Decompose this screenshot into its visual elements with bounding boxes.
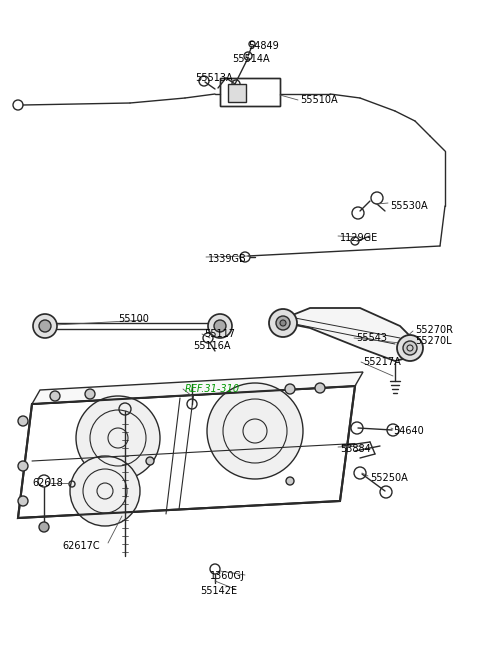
Text: REF.31-310: REF.31-310 xyxy=(185,384,240,394)
Text: 55100: 55100 xyxy=(118,314,149,324)
Circle shape xyxy=(146,457,154,465)
Circle shape xyxy=(269,309,297,337)
Text: 55510A: 55510A xyxy=(300,95,337,105)
Circle shape xyxy=(315,383,325,393)
Text: 55142E: 55142E xyxy=(200,586,237,596)
Text: 62617C: 62617C xyxy=(62,541,100,551)
Text: 55117: 55117 xyxy=(204,329,235,339)
Text: 54640: 54640 xyxy=(393,426,424,436)
Text: 1129GE: 1129GE xyxy=(340,233,378,243)
Circle shape xyxy=(397,335,423,361)
Circle shape xyxy=(85,389,95,399)
Text: 55513A: 55513A xyxy=(195,73,233,83)
Text: 55270L: 55270L xyxy=(415,336,452,346)
Circle shape xyxy=(76,396,160,480)
Circle shape xyxy=(285,384,295,394)
Text: 53884: 53884 xyxy=(340,444,371,454)
Circle shape xyxy=(18,461,28,471)
Circle shape xyxy=(208,314,232,338)
Circle shape xyxy=(214,320,226,332)
Text: 55116A: 55116A xyxy=(193,341,230,351)
Text: 55543: 55543 xyxy=(356,333,387,343)
Polygon shape xyxy=(18,386,355,518)
Text: 55217A: 55217A xyxy=(363,357,401,367)
Circle shape xyxy=(18,416,28,426)
Circle shape xyxy=(280,320,286,326)
Circle shape xyxy=(50,391,60,401)
Circle shape xyxy=(403,341,417,355)
Text: 1360GJ: 1360GJ xyxy=(210,571,245,581)
Text: 55250A: 55250A xyxy=(370,473,408,483)
Text: 55530A: 55530A xyxy=(390,201,428,211)
Text: 54849: 54849 xyxy=(248,41,279,51)
Text: 62618: 62618 xyxy=(32,478,63,488)
Circle shape xyxy=(18,496,28,506)
Circle shape xyxy=(286,477,294,485)
Circle shape xyxy=(39,522,49,532)
Polygon shape xyxy=(280,308,420,361)
Bar xyxy=(228,84,246,102)
Polygon shape xyxy=(32,372,363,404)
Bar xyxy=(220,78,280,106)
Circle shape xyxy=(39,320,51,332)
Circle shape xyxy=(70,456,140,526)
Circle shape xyxy=(33,314,57,338)
Text: 55270R: 55270R xyxy=(415,325,453,335)
Circle shape xyxy=(207,383,303,479)
Bar xyxy=(220,78,280,106)
Text: 55514A: 55514A xyxy=(232,54,270,64)
Circle shape xyxy=(276,316,290,330)
Text: 1339GB: 1339GB xyxy=(208,254,247,264)
